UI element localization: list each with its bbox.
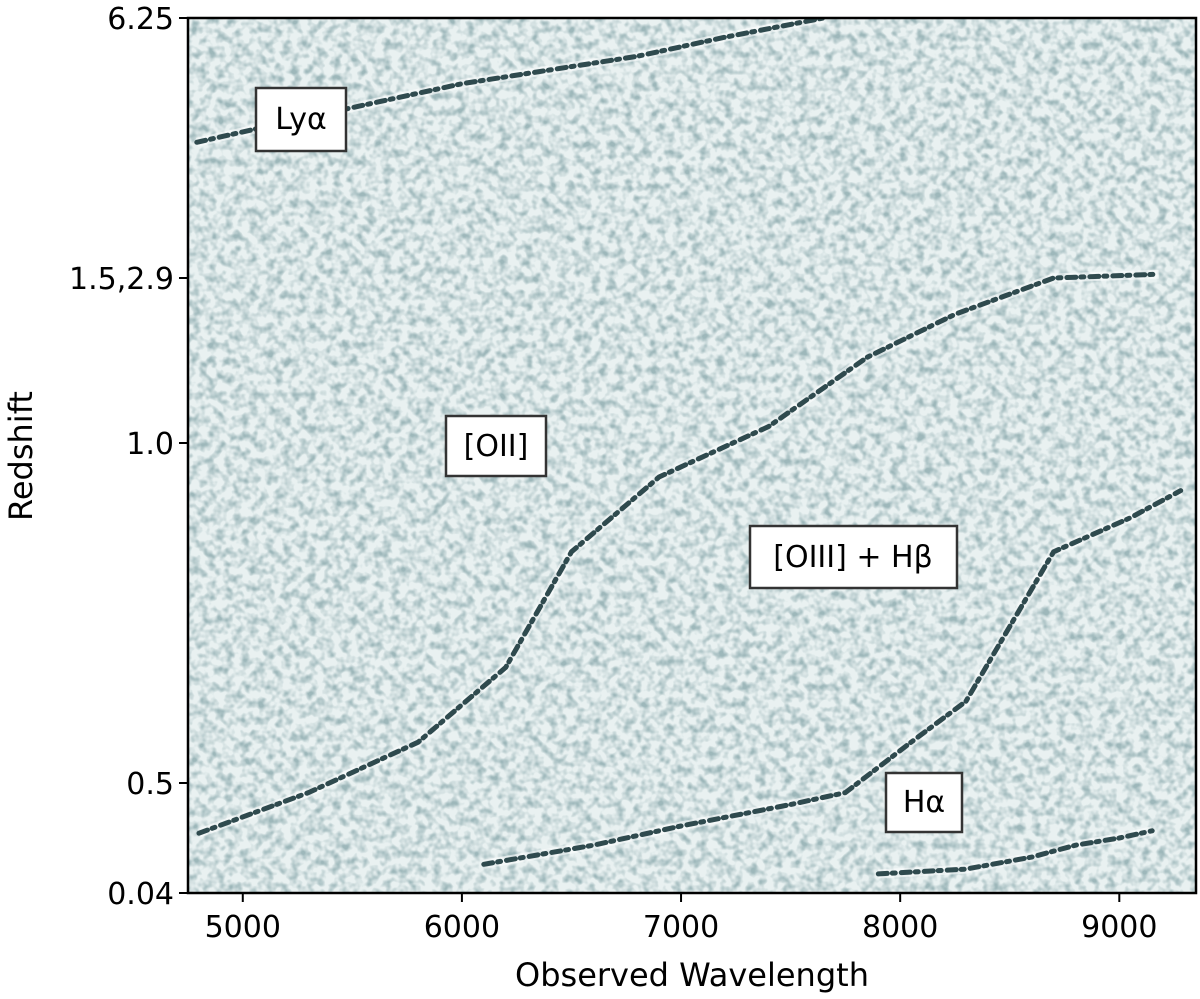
annotation-oii: [OII] [444, 414, 548, 478]
y-tick-label: 1.0 [126, 427, 174, 462]
x-axis-ticks: 5000 6000 7000 8000 9000 [205, 893, 1157, 945]
plot-noise-texture [188, 18, 1196, 893]
annotation-oiii-hb: [OIII] + Hβ [748, 524, 959, 590]
y-tick-label: 6.25 [107, 2, 174, 37]
y-tick-label: 0.5 [126, 767, 174, 802]
y-axis-label: Redshift [2, 391, 40, 521]
annotation-ha: Hα [884, 771, 964, 834]
x-tick-label: 9000 [1081, 910, 1157, 945]
svg-text:Hα: Hα [903, 785, 945, 820]
y-tick-label: 0.04 [107, 877, 174, 912]
emission-track-line [875, 828, 1155, 877]
svg-text:[OII]: [OII] [464, 429, 529, 464]
svg-text:[OIII] + Hβ: [OIII] + Hβ [773, 540, 932, 575]
emission-track-line [196, 271, 1162, 836]
plot-frame [186, 16, 1198, 895]
y-tick-label: 1.5,2.9 [69, 262, 174, 297]
y-axis-ticks: 0.04 0.5 1.0 1.5,2.9 6.25 [69, 2, 188, 912]
x-tick-label: 7000 [643, 910, 719, 945]
emission-track-line [481, 488, 1184, 867]
x-tick-label: 8000 [862, 910, 938, 945]
x-tick-label: 6000 [424, 910, 500, 945]
svg-text:Lyα: Lyα [275, 102, 327, 137]
x-tick-label: 5000 [205, 910, 281, 945]
x-axis-label: Observed Wavelength [515, 956, 869, 994]
annotation-lya: Lyα [254, 86, 348, 153]
